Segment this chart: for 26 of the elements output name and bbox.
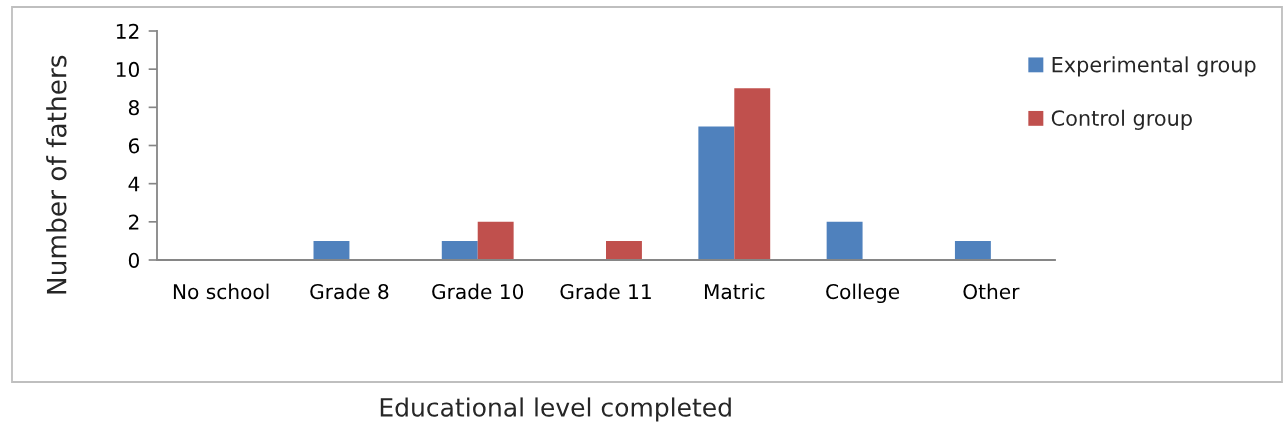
x-tick-label: No school xyxy=(173,283,269,300)
bar xyxy=(441,240,478,260)
bar xyxy=(698,126,735,260)
y-axis-title: Number of fathers xyxy=(46,55,67,294)
x-tick-label: Grade 10 xyxy=(432,283,524,300)
y-tick-label: 12 xyxy=(116,23,139,39)
bar xyxy=(734,88,771,260)
bar xyxy=(313,240,350,260)
legend-label: Control group xyxy=(1051,109,1192,130)
bar xyxy=(477,221,514,260)
x-tick-label: Matric xyxy=(704,283,765,300)
y-tick-label: 8 xyxy=(128,100,139,116)
y-tick-label: 2 xyxy=(129,214,139,230)
x-axis-title: Educational level completed xyxy=(380,397,731,422)
bar xyxy=(606,240,642,260)
x-tick-label: College xyxy=(826,283,900,304)
y-tick-label: 10 xyxy=(116,61,139,78)
legend-label: Experimental group xyxy=(1052,56,1256,77)
x-tick-label: Other xyxy=(963,283,1020,300)
y-tick-label: 4 xyxy=(128,176,140,192)
x-tick-label: Grade 8 xyxy=(310,283,389,300)
y-tick-label: 6 xyxy=(128,138,140,154)
bar xyxy=(826,221,863,260)
bar xyxy=(954,240,991,260)
y-tick-label: 0 xyxy=(128,252,139,268)
x-tick-label: Grade 11 xyxy=(560,283,651,300)
